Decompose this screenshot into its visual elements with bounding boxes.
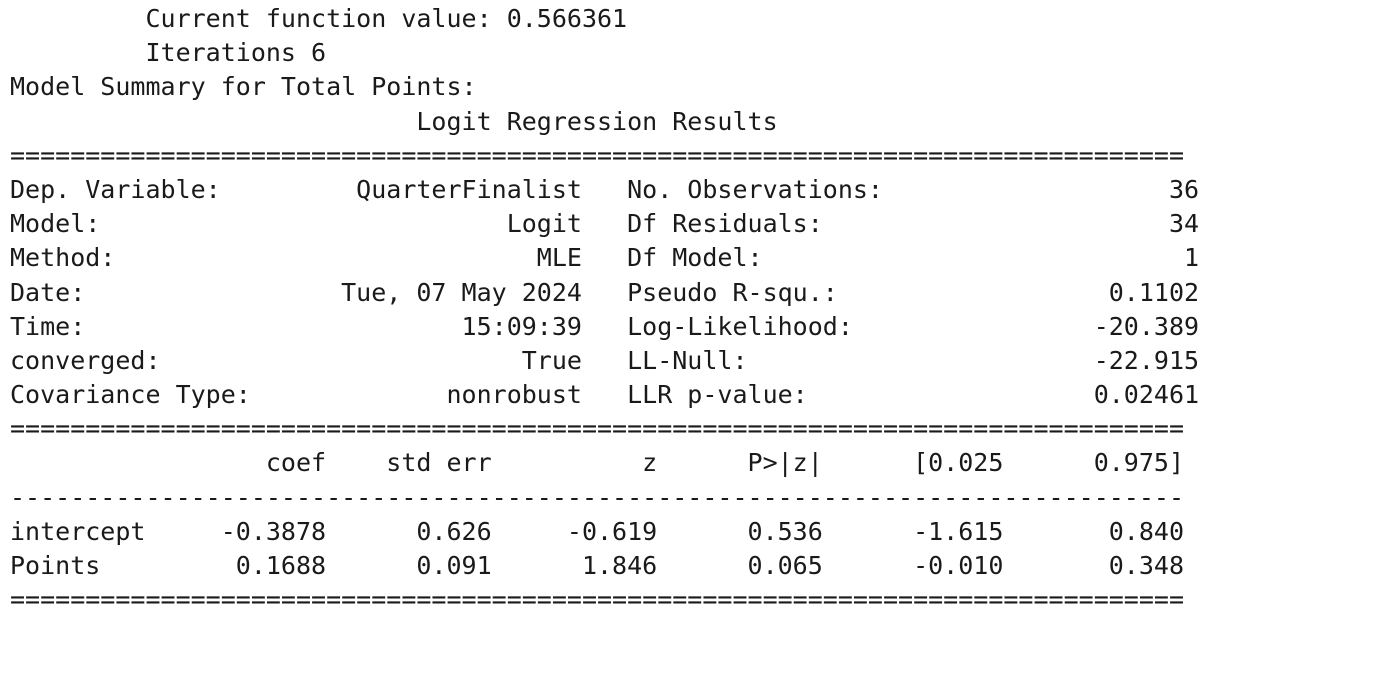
summary-row-covariance: Covariance Type: nonrobust LLR p-value: …: [10, 380, 1200, 410]
results-title: Logit Regression Results: [10, 106, 778, 136]
double-rule: ========================================…: [10, 585, 1184, 615]
double-rule: ========================================…: [10, 414, 1184, 444]
function-value-line: Current function value: 0.566361: [10, 4, 628, 33]
coef-table-header: coef std err z P>|z| [0.025 0.975]: [10, 448, 1184, 478]
double-rule: ========================================…: [10, 140, 1184, 170]
summary-title: Model Summary for Total Points:: [10, 72, 477, 102]
summary-row-time: Time: 15:09:39 Log-Likelihood: -20.389: [10, 311, 1200, 341]
coef-row-points: Points 0.1688 0.091 1.846 0.065 -0.010 0…: [10, 551, 1184, 580]
summary-row-date: Date: Tue, 07 May 2024 Pseudo R-squ.: 0.…: [10, 277, 1200, 307]
summary-row-converged: converged: True LL-Null: -22.915: [10, 345, 1200, 375]
summary-row-dep-variable: Dep. Variable: QuarterFinalist No. Obser…: [10, 174, 1200, 204]
summary-row-method: Method: MLE Df Model: 1: [10, 243, 1200, 273]
single-rule: ----------------------------------------…: [10, 482, 1184, 512]
coef-row-intercept: intercept -0.3878 0.626 -0.619 0.536 -1.…: [10, 516, 1184, 546]
summary-row-model: Model: Logit Df Residuals: 34: [10, 209, 1200, 239]
console-output: Current function value: 0.566361 Iterati…: [10, 2, 1199, 617]
iterations-line: Iterations 6: [10, 38, 327, 68]
